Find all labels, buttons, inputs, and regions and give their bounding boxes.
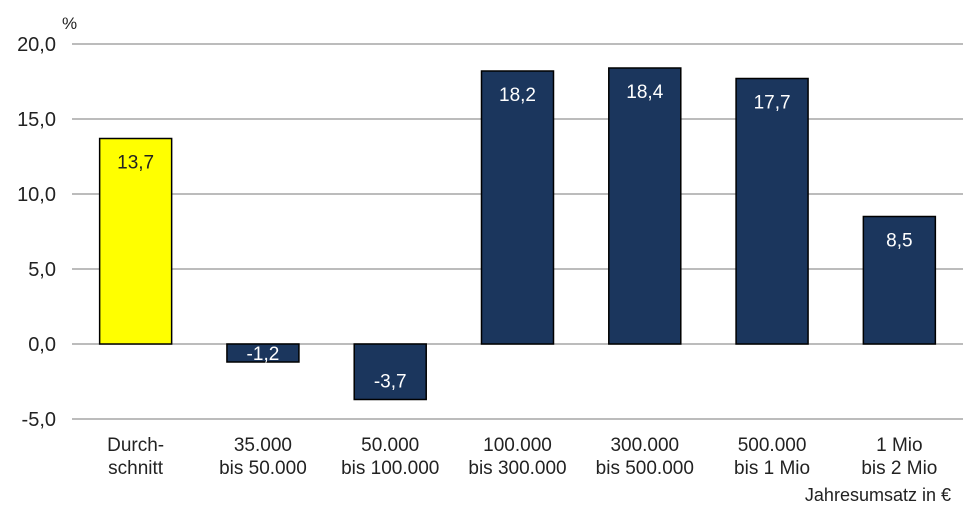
- x-tick-label: 35.000: [234, 435, 292, 456]
- x-tick-label: 300.000: [610, 435, 679, 456]
- x-tick-label: bis 100.000: [341, 458, 439, 479]
- y-tick-label: 10,0: [17, 184, 56, 206]
- x-tick-label: 50.000: [361, 435, 419, 456]
- data-label: 18,2: [499, 85, 536, 106]
- bar: [98, 137, 173, 345]
- x-tick-label: 1 Mio: [876, 435, 922, 456]
- data-label: -1,2: [247, 344, 280, 365]
- y-tick-label: -5,0: [22, 409, 56, 431]
- x-tick-label: bis 1 Mio: [734, 458, 810, 479]
- bar: [608, 67, 682, 345]
- x-tick-label: 100.000: [483, 435, 552, 456]
- x-tick-label: bis 2 Mio: [861, 458, 937, 479]
- bar: [862, 215, 937, 345]
- x-tick-label: bis 50.000: [219, 458, 307, 479]
- y-tick-label: 5,0: [28, 259, 56, 281]
- data-label: 13,7: [117, 153, 154, 174]
- x-axis-title: Jahresumsatz in €: [805, 485, 951, 505]
- x-tick-label: bis 500.000: [596, 458, 694, 479]
- data-label: 8,5: [886, 231, 912, 252]
- data-label: 18,4: [626, 82, 663, 103]
- bar: [480, 70, 555, 345]
- y-tick-label: 0,0: [28, 334, 56, 356]
- x-tick-label: bis 300.000: [468, 458, 566, 479]
- x-tick-label: 500.000: [738, 435, 807, 456]
- data-label: 17,7: [754, 93, 791, 114]
- data-labels: 13,7 -1,2 -3,7 18,2 18,4 17,7 8,5: [117, 82, 912, 393]
- y-tick-label: 20,0: [17, 34, 56, 56]
- x-tick-label: Durch-: [107, 435, 164, 456]
- bars: [98, 67, 937, 401]
- x-tick-label: schnitt: [108, 458, 164, 479]
- y-axis-ticks: 20,0 15,0 10,0 5,0 0,0 -5,0: [17, 34, 56, 431]
- y-tick-label: 15,0: [17, 109, 56, 131]
- bar: [735, 77, 809, 345]
- bar: [353, 343, 427, 401]
- data-label: -3,7: [374, 372, 407, 393]
- bar: [226, 343, 300, 363]
- y-axis-unit: %: [62, 14, 77, 33]
